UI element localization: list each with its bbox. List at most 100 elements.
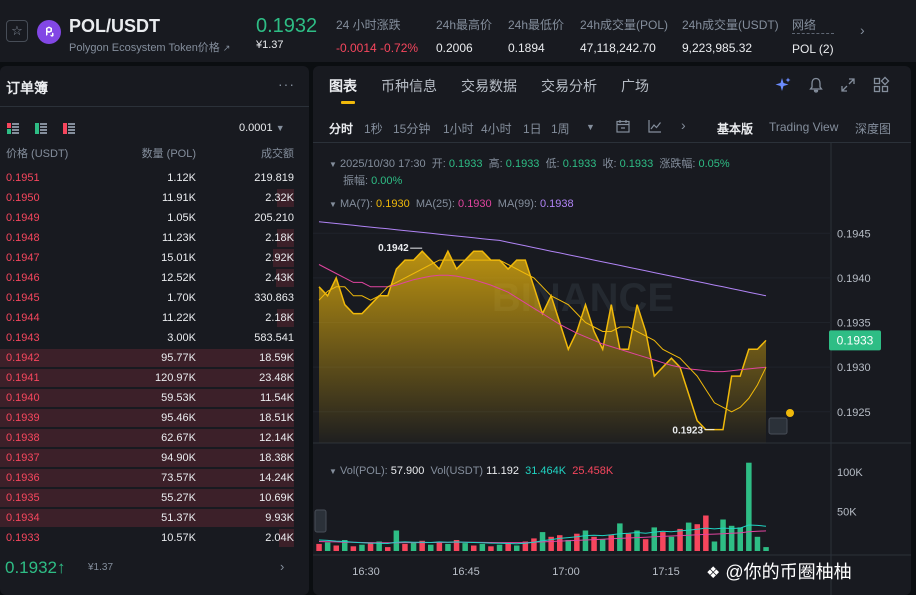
stat-value: POL (2)	[792, 42, 834, 56]
ask-row[interactable]: 0.1935 55.27K 10.69K	[0, 488, 309, 508]
volume-bar	[677, 528, 683, 551]
tab-coin-info[interactable]: 币种信息	[381, 78, 437, 94]
interval-15m[interactable]: 15分钟	[393, 122, 431, 136]
chevron-right-icon[interactable]: ›	[860, 22, 865, 38]
stat-value: 9,223,985.32	[682, 41, 753, 55]
caret-down-icon: ▼	[275, 123, 285, 133]
ma7-value: 0.1930	[376, 198, 410, 210]
depth-bar	[0, 369, 294, 387]
ask-row[interactable]: 0.1942 95.77K 18.59K	[0, 348, 309, 368]
ask-qty: 11.23K	[161, 232, 196, 244]
volume-bar	[342, 540, 348, 551]
view-tradingview[interactable]: Trading View	[769, 120, 839, 134]
ma25-label: MA(25):	[415, 198, 455, 210]
ask-row[interactable]: 0.1934 51.37K 9.93K	[0, 508, 309, 528]
calendar-icon[interactable]	[615, 118, 631, 134]
interval-1s[interactable]: 1秒	[364, 122, 383, 136]
volume-bar	[462, 543, 468, 551]
precision-select[interactable]: 0.0001 ▼	[239, 122, 285, 134]
change-label: 涨跌幅:	[659, 158, 696, 170]
polygon-logo-icon	[46, 26, 54, 37]
ticker-bar: ☆ POL/USDT Polygon Ecosystem Token价格 ↗ 0…	[0, 0, 916, 62]
interval-4h[interactable]: 4小时	[481, 122, 512, 136]
ask-row[interactable]: 0.1951 1.12K 219.819	[0, 168, 309, 188]
ask-row[interactable]: 0.1940 59.53K 11.54K	[0, 388, 309, 408]
ask-row[interactable]: 0.1947 15.01K 2.92K	[0, 248, 309, 268]
ask-row[interactable]: 0.1945 1.70K 330.863	[0, 288, 309, 308]
indicator-icon[interactable]	[647, 118, 663, 134]
bell-icon[interactable]	[807, 76, 825, 94]
tab-square[interactable]: 广场	[621, 78, 649, 94]
ask-total: 23.48K	[259, 372, 294, 384]
ask-row[interactable]: 0.1949 1.05K 205.210	[0, 208, 309, 228]
tab-trading-data[interactable]: 交易数据	[461, 78, 517, 94]
overlay-watermark: ❖ @你的币圈柚柚	[706, 558, 852, 584]
annotations: 0.1933 0.1942 0.1923	[314, 243, 881, 533]
chart-area[interactable]: ▼ 2025/10/30 17:30 开: 0.1933 高: 0.1933 低…	[313, 143, 911, 595]
volume-bar	[505, 543, 511, 551]
layout-asks-icon[interactable]	[63, 123, 75, 134]
ask-row[interactable]: 0.1946 12.52K 2.43K	[0, 268, 309, 288]
price-area-fill	[319, 251, 766, 443]
layout-bids-icon[interactable]	[35, 123, 47, 134]
ask-qty: 12.52K	[161, 272, 196, 284]
tab-chart[interactable]: 图表	[329, 78, 357, 94]
view-basic[interactable]: 基本版	[717, 122, 754, 136]
volume-bar	[694, 524, 700, 551]
price-chart-svg[interactable]: BINANCE 0.19450.19400.19350.19300.192510…	[313, 143, 911, 595]
diamond-logo-icon: ❖	[706, 565, 721, 582]
ask-qty: 62.67K	[161, 432, 196, 444]
pair-full-name[interactable]: Polygon Ecosystem Token价格 ↗	[69, 39, 230, 55]
stat-network[interactable]: 网络 POL (2)	[792, 16, 834, 56]
vol-tick-label: 100K	[837, 467, 863, 479]
ask-total: 219.819	[254, 172, 294, 184]
x-tick-label: 16:30	[352, 566, 380, 578]
interval-1d[interactable]: 1日	[523, 122, 542, 136]
chevron-right-icon[interactable]: ›	[280, 559, 285, 574]
ask-row[interactable]: 0.1950 11.91K 2.32K	[0, 188, 309, 208]
grid-layout-icon[interactable]	[872, 76, 890, 94]
collapse-icon[interactable]: ▼	[329, 200, 337, 209]
view-depth[interactable]: 深度图	[855, 122, 892, 136]
favorite-star-icon[interactable]: ☆	[6, 20, 28, 42]
more-options-icon[interactable]: ···	[278, 76, 295, 92]
layout-both-icon[interactable]	[7, 123, 19, 134]
volume-bar	[514, 545, 520, 551]
ask-row[interactable]: 0.1933 10.57K 2.04K	[0, 528, 309, 548]
tab-trading-analysis[interactable]: 交易分析	[541, 78, 597, 94]
ask-row[interactable]: 0.1936 73.57K 14.24K	[0, 468, 309, 488]
collapse-icon[interactable]: ▼	[329, 467, 337, 476]
volume-bar	[333, 545, 339, 551]
close-label: 收:	[602, 158, 617, 170]
stat-24h-change: 24 小时涨跌 -0.0014 -0.72%	[336, 16, 418, 55]
interval-1w[interactable]: 1周	[551, 122, 570, 136]
chevron-right-icon[interactable]: ›	[681, 117, 686, 133]
vol-ma2-value: 25.458K	[572, 465, 614, 477]
expand-icon[interactable]	[839, 76, 857, 94]
interval-time[interactable]: 分时	[329, 122, 354, 136]
ask-row[interactable]: 0.1948 11.23K 2.18K	[0, 228, 309, 248]
ask-row[interactable]: 0.1943 3.00K 583.541	[0, 328, 309, 348]
ask-price: 0.1946	[6, 272, 40, 284]
ai-sparkle-icon[interactable]	[774, 76, 792, 94]
collapse-icon[interactable]: ▼	[329, 160, 337, 169]
depth-bar	[279, 529, 294, 547]
stat-value: -0.0014 -0.72%	[336, 41, 419, 55]
pair-symbol[interactable]: POL/USDT	[69, 16, 161, 36]
chart-tabs: 图表 币种信息 交易数据 交易分析 广场	[313, 66, 911, 104]
ask-row[interactable]: 0.1944 11.22K 2.18K	[0, 308, 309, 328]
ask-row[interactable]: 0.1941 120.97K 23.48K	[0, 368, 309, 388]
volume-bar	[634, 530, 640, 551]
interval-1h[interactable]: 1小时	[443, 122, 474, 136]
volume-bar	[419, 540, 425, 551]
ask-row[interactable]: 0.1939 95.46K 18.51K	[0, 408, 309, 428]
vol-ma1-value: 31.464K	[525, 465, 567, 477]
last-price-fiat: ¥1.37	[256, 39, 284, 51]
ask-row[interactable]: 0.1937 94.90K 18.38K	[0, 448, 309, 468]
depth-bar	[272, 249, 294, 267]
ask-row[interactable]: 0.1938 62.67K 12.14K	[0, 428, 309, 448]
volume-bar	[522, 541, 529, 551]
ask-price: 0.1935	[6, 492, 40, 504]
interval-dropdown-icon[interactable]: ▼	[586, 122, 595, 132]
low-annotation: 0.1923	[672, 426, 703, 437]
